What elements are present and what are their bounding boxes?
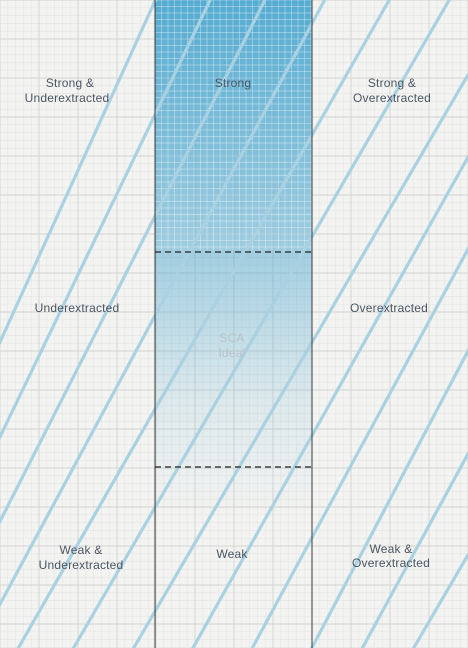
label-strong-underextracted-line1: Strong &: [46, 76, 94, 90]
brew-ratio-line: [411, 551, 468, 648]
label-strong-overextracted-line2: Overextracted: [353, 91, 431, 105]
label-weak: Weak: [216, 547, 248, 561]
label-sca-ideal-line2: Ideal: [218, 346, 245, 360]
label-strong: Strong: [215, 76, 252, 90]
brew-ratio-line: [131, 71, 468, 648]
brew-ratio-line: [0, 0, 158, 346]
label-strong-underextracted-line2: Underextracted: [25, 91, 110, 105]
label-weak-underextracted-line2: Underextracted: [39, 558, 124, 572]
brew-ratio-line: [0, 0, 212, 441]
label-weak-underextracted-line1: Weak &: [60, 543, 103, 557]
ideal-column-gradient: [155, 0, 312, 648]
brew-ratio-line: [16, 0, 392, 648]
brew-ratio-line: [360, 450, 468, 648]
label-underextracted: Underextracted: [35, 301, 120, 315]
label-weak-overextracted-line1: Weak &: [370, 542, 413, 556]
label-overextracted: Overextracted: [350, 301, 428, 315]
label-sca-ideal-line1: SCA: [219, 331, 244, 345]
label-strong-overextracted-line1: Strong &: [368, 76, 416, 90]
brew-ratio-line: [0, 0, 327, 608]
column-fine-grid: [154, 0, 312, 250]
brew-ratio-line: [191, 153, 468, 648]
brew-ratio-line: [310, 347, 468, 648]
brew-ratio-line: [0, 0, 267, 525]
brew-ratio-line: [250, 245, 468, 648]
label-weak-overextracted-line2: Overextracted: [352, 556, 430, 570]
brew-ratio-line: [71, 0, 452, 648]
